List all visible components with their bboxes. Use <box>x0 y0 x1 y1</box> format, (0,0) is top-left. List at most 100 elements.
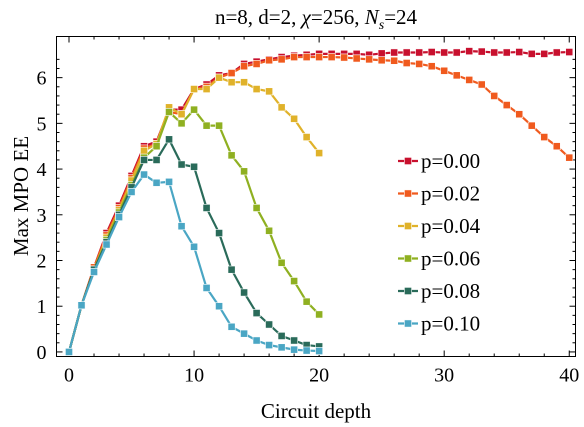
data-point <box>527 121 536 130</box>
legend-label: p=0.08 <box>421 279 480 303</box>
chart-title: n=8, d=2, χ=256, Ns=24 <box>215 5 418 33</box>
data-point <box>340 53 349 62</box>
legend-item: p=0.06 <box>398 247 480 271</box>
grid-ticks <box>56 36 576 357</box>
data-point <box>265 56 274 65</box>
data-point <box>190 85 198 93</box>
data-point <box>315 53 324 61</box>
data-point <box>215 121 223 130</box>
data-point <box>477 47 486 56</box>
data-point <box>302 133 311 141</box>
series-p=0.04 <box>65 73 324 356</box>
data-point <box>177 110 186 119</box>
data-point <box>240 167 248 176</box>
data-point <box>227 151 236 160</box>
data-point <box>465 47 474 56</box>
data-point <box>165 108 173 116</box>
data-point <box>415 60 424 68</box>
data-point <box>140 170 148 179</box>
data-point <box>315 310 324 319</box>
data-point <box>252 336 261 345</box>
data-point <box>277 258 286 267</box>
data-point <box>527 49 536 58</box>
data-point <box>415 48 424 57</box>
data-point <box>277 55 286 64</box>
legend-marker <box>404 319 412 328</box>
legend-label: p=0.10 <box>421 312 480 336</box>
data-point <box>177 222 186 231</box>
data-point <box>290 53 299 61</box>
data-point <box>190 162 198 171</box>
data-point <box>315 347 324 355</box>
x-axis-label: Circuit depth <box>261 399 372 423</box>
series-layer <box>65 47 574 356</box>
legend-marker <box>404 254 412 263</box>
data-point <box>290 336 299 345</box>
y-axis-label: Max MPO EE <box>9 136 33 256</box>
y-tick-label: 0 <box>37 342 47 364</box>
data-point <box>227 265 236 274</box>
data-point <box>152 156 161 164</box>
data-point <box>452 48 461 57</box>
data-point <box>265 87 274 96</box>
data-point <box>377 49 386 58</box>
y-tick-label: 4 <box>37 159 47 181</box>
data-point <box>552 48 561 57</box>
data-point <box>140 156 148 164</box>
y-tick-label: 2 <box>37 251 47 273</box>
data-point <box>252 60 261 68</box>
legend-label: p=0.04 <box>421 214 481 238</box>
y-tick-label: 3 <box>37 205 47 227</box>
data-point <box>102 240 111 249</box>
legend-marker <box>404 222 412 230</box>
data-point <box>315 149 324 157</box>
legend-item: p=0.02 <box>398 182 480 206</box>
data-point <box>290 345 299 354</box>
data-point <box>377 56 386 65</box>
data-point <box>427 62 436 71</box>
data-point <box>402 59 411 67</box>
x-tick-label: 30 <box>434 365 454 387</box>
legend-marker <box>404 287 412 295</box>
legend: p=0.00 p=0.02 p=0.04 p=0.06 p=0.08 p=0.10 <box>398 149 481 336</box>
data-point <box>552 142 561 151</box>
data-point <box>252 204 261 212</box>
data-point <box>540 49 549 58</box>
data-point <box>115 213 123 221</box>
x-tick-label: 0 <box>64 365 74 387</box>
data-point <box>165 135 173 144</box>
data-point <box>177 119 186 128</box>
data-point <box>390 48 399 57</box>
data-point <box>277 332 286 340</box>
data-point <box>165 177 173 186</box>
data-point <box>502 101 511 109</box>
legend-marker <box>404 189 412 198</box>
data-point <box>215 302 223 311</box>
data-point <box>177 160 186 169</box>
data-point <box>265 341 274 349</box>
series-p=0.10 <box>65 170 324 356</box>
data-point <box>215 229 223 237</box>
data-point <box>502 48 511 57</box>
data-point <box>227 322 236 331</box>
data-point <box>265 226 274 235</box>
y-tick-label: 1 <box>37 296 47 318</box>
data-point <box>277 103 286 112</box>
data-point <box>240 78 248 87</box>
data-point <box>240 288 248 297</box>
x-tick-label: 10 <box>184 365 204 387</box>
data-point <box>90 268 98 276</box>
data-point <box>240 62 248 71</box>
series-line <box>67 55 570 353</box>
data-point <box>477 80 486 89</box>
legend-item: p=0.04 <box>398 214 481 238</box>
data-point <box>390 56 399 65</box>
data-point <box>190 242 198 251</box>
data-point <box>352 54 361 63</box>
data-point <box>202 284 211 292</box>
data-point <box>452 71 461 80</box>
data-point <box>465 76 474 84</box>
series-p=0.02 <box>65 53 574 356</box>
data-point <box>215 73 223 82</box>
data-point <box>65 348 73 356</box>
